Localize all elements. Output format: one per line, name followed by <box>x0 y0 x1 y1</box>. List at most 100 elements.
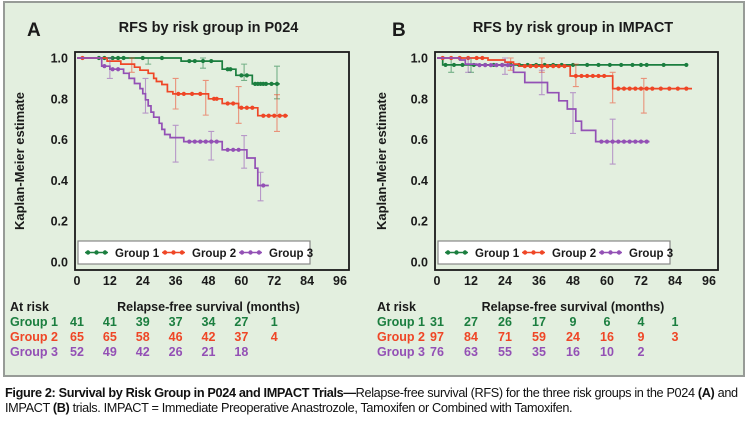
censor-mark-group2 <box>638 86 644 91</box>
legend-label: Group 2 <box>552 248 596 260</box>
censor-mark-group1 <box>115 55 121 61</box>
censor-mark-group2 <box>277 113 282 118</box>
caption-panel-a-ref: (A) <box>697 386 715 400</box>
at-risk-value: 24 <box>566 330 580 344</box>
legend-box <box>77 240 311 265</box>
legend-swatch-dot <box>608 250 613 255</box>
censor-mark-group3 <box>599 139 604 144</box>
x-tick-label: 84 <box>668 274 682 288</box>
censor-mark-group2 <box>244 105 249 110</box>
y-tick-label: 0.4 <box>411 174 428 188</box>
at-risk-value: 26 <box>169 345 183 359</box>
censor-mark-group2 <box>579 73 584 79</box>
censor-mark-group2 <box>225 101 230 106</box>
censor-mark-group3 <box>214 139 219 144</box>
y-tick-label: 0.2 <box>411 215 428 229</box>
censor-mark-group1 <box>451 62 457 68</box>
censor-mark-group2 <box>181 91 186 97</box>
error-bar-group3 <box>241 134 248 169</box>
legend-label: Group 3 <box>629 248 673 260</box>
censor-mark-group2 <box>474 55 479 61</box>
censor-mark-group3 <box>616 139 621 144</box>
censor-mark-group3 <box>115 67 121 72</box>
y-tick-label: 1.0 <box>51 52 68 66</box>
at-risk-value: 18 <box>234 345 248 359</box>
censor-mark-group1 <box>684 62 689 68</box>
at-risk-value: 41 <box>70 315 84 329</box>
censor-mark-group3 <box>505 63 510 68</box>
legend-swatch-dot <box>454 250 459 255</box>
censor-mark-group3 <box>477 63 482 68</box>
x-tick-label: 72 <box>267 274 281 288</box>
at-risk-value: 37 <box>169 315 183 329</box>
censor-mark-group2 <box>621 86 627 91</box>
at-risk-value: 2 <box>638 345 645 359</box>
censor-mark-group1 <box>460 62 465 68</box>
censor-mark-group2 <box>198 91 203 97</box>
at-risk-value: 31 <box>430 315 444 329</box>
caption-text-2: and IMPACT <box>5 386 738 416</box>
at-risk-value: 21 <box>202 345 216 359</box>
at-risk-value: 4 <box>271 330 278 344</box>
y-tick-label: 0.0 <box>411 256 428 270</box>
censor-mark-group3 <box>203 139 208 144</box>
legend-label: Group 2 <box>192 248 236 260</box>
error-bar-group3 <box>570 92 576 135</box>
error-bar-group2 <box>640 77 647 114</box>
at-risk-value: 63 <box>464 345 478 359</box>
at-risk-row-label: Group 1 <box>377 315 425 329</box>
censor-mark-group2 <box>590 73 595 79</box>
legend-swatch-dot <box>462 250 468 255</box>
at-risk-value: 17 <box>532 315 546 329</box>
censor-mark-group3 <box>102 64 107 69</box>
plot-frame <box>434 51 719 271</box>
legend-swatch-dot <box>539 250 545 255</box>
censor-mark-group1 <box>209 58 214 64</box>
at-risk-header: At risk <box>377 300 416 314</box>
at-risk-value: 42 <box>202 330 216 344</box>
censor-mark-group3 <box>621 139 627 144</box>
caption-lead: Figure 2: Survival by Risk Group in P024… <box>5 386 356 400</box>
legend-swatch-dot <box>445 250 451 255</box>
censor-mark-group3 <box>110 67 115 72</box>
at-risk-value: 76 <box>430 345 444 359</box>
censor-mark-group2 <box>585 73 590 79</box>
panel-title: RFS by risk group in P024 <box>119 20 299 36</box>
censor-mark-group1 <box>638 62 644 68</box>
at-risk-value: 49 <box>103 345 117 359</box>
censor-mark-group3 <box>488 63 493 68</box>
censor-mark-group3 <box>483 63 488 68</box>
censor-mark-group3 <box>261 183 266 188</box>
censor-mark-group2 <box>627 86 632 91</box>
censor-mark-group2 <box>667 86 672 91</box>
at-risk-value: 1 <box>271 315 278 329</box>
at-risk-row-label: Group 3 <box>377 345 425 359</box>
censor-mark-group1 <box>570 62 576 68</box>
at-risk-value: 65 <box>103 330 117 344</box>
censor-mark-group2 <box>675 86 680 91</box>
censor-mark-group2 <box>633 86 638 91</box>
censor-mark-group1 <box>661 62 666 68</box>
censor-mark-group2 <box>551 64 556 69</box>
y-tick-label: 0.6 <box>411 133 428 147</box>
censor-mark-group2 <box>480 55 485 61</box>
censor-mark-group1 <box>140 55 145 61</box>
censor-mark-group3 <box>187 139 192 144</box>
at-risk-value: 26 <box>498 315 512 329</box>
km-curve-group3 <box>77 57 269 187</box>
censor-mark-group2 <box>176 91 181 97</box>
y-tick-label: 0.2 <box>51 215 68 229</box>
legend-swatch-dot <box>531 250 536 255</box>
at-risk-value: 6 <box>604 315 611 329</box>
at-risk-value: 42 <box>136 345 150 359</box>
error-bar-group1 <box>241 63 248 81</box>
censor-mark-group1 <box>121 55 126 61</box>
legend-swatch-dot <box>171 250 176 255</box>
y-tick-label: 0.0 <box>51 256 68 270</box>
x-tick-label: 0 <box>434 274 441 288</box>
km-curve-group2 <box>437 57 692 90</box>
error-bar-group1 <box>145 57 152 65</box>
at-risk-value: 9 <box>570 315 577 329</box>
at-risk-value: 41 <box>103 315 117 329</box>
